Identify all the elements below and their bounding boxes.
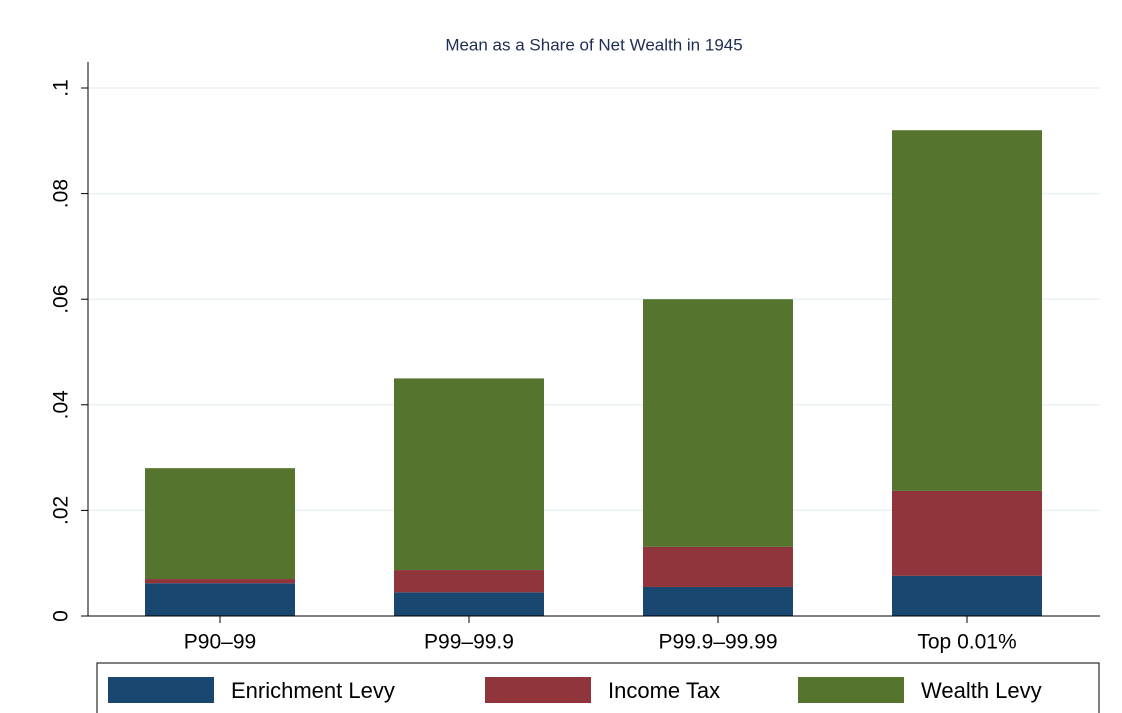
legend-swatch — [485, 677, 591, 703]
bar-segment — [892, 130, 1042, 491]
x-tick-label: P90–99 — [184, 631, 256, 654]
bar-segment — [394, 378, 544, 571]
legend-label: Wealth Levy — [921, 678, 1042, 703]
bar-segment — [145, 583, 295, 616]
legend-label: Enrichment Levy — [231, 678, 395, 703]
legend-swatch — [108, 677, 214, 703]
y-tick-label: 0 — [50, 610, 73, 622]
chart-title: Mean as a Share of Net Wealth in 1945 — [445, 35, 742, 54]
bar-segment — [145, 468, 295, 580]
legend-label: Income Tax — [608, 678, 720, 703]
bar-segment — [643, 299, 793, 547]
y-tick-label: .1 — [50, 79, 73, 97]
bar-segment — [394, 592, 544, 616]
bar-segment — [394, 570, 544, 593]
x-tick-label: P99–99.9 — [424, 631, 514, 654]
y-tick-label: .08 — [50, 179, 73, 208]
bar-segment — [892, 490, 1042, 576]
bar-segment — [643, 546, 793, 587]
y-tick-label: .02 — [50, 496, 73, 525]
legend-box — [96, 662, 1100, 713]
legend-swatch — [798, 677, 904, 703]
x-tick-label: P99.9–99.99 — [658, 631, 777, 654]
x-tick-label: Top 0.01% — [917, 631, 1016, 654]
y-tick-label: .06 — [50, 285, 73, 314]
bar-segment — [145, 579, 295, 584]
bar-segment — [892, 575, 1042, 616]
bar-segment — [643, 586, 793, 616]
y-tick-label: .04 — [50, 390, 73, 420]
